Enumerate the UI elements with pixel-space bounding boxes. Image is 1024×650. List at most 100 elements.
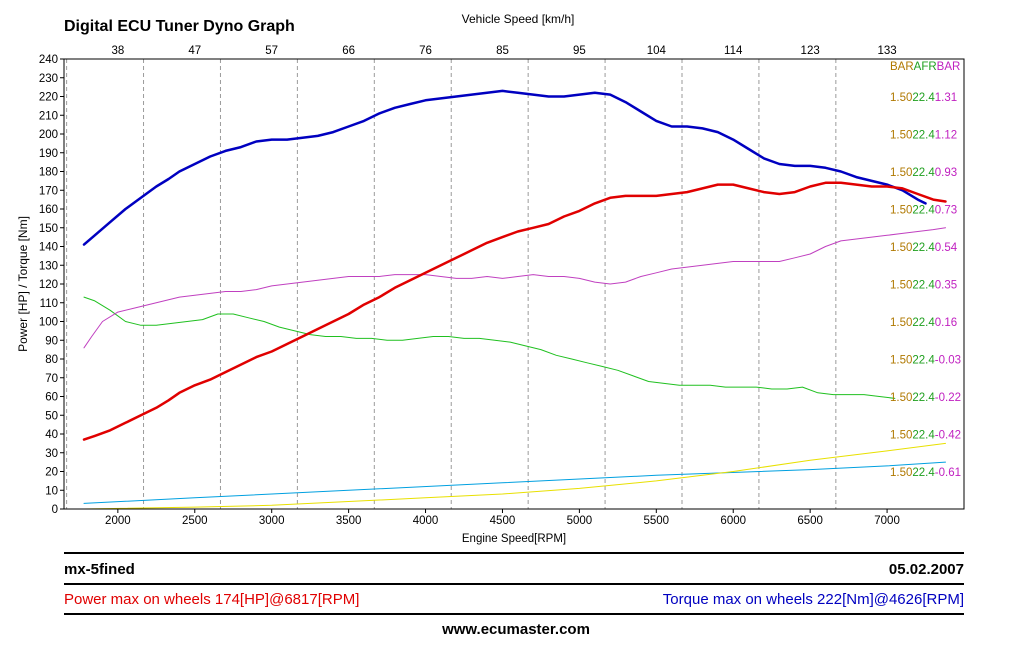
speed-axis-title: Vehicle Speed [km/h] (461, 12, 575, 26)
y-tick-label: 120 (39, 279, 58, 291)
right-label-value: -0.42 (935, 430, 961, 442)
speed-tick-label: 133 (877, 45, 896, 57)
y-tick-label: 60 (45, 392, 58, 404)
right-label-value: 22.4 (912, 430, 935, 442)
y-tick-label: 20 (45, 467, 58, 479)
x-tick-label: 4000 (413, 515, 439, 527)
speed-tick-label: 95 (573, 45, 586, 57)
right-label-value: 1.50 (890, 355, 912, 367)
y-tick-label: 210 (39, 110, 58, 122)
x-axis-label: Engine Speed[RPM] (462, 533, 566, 545)
right-label-value: 0.35 (935, 280, 957, 292)
torque-max-text: Torque max on wheels 222[Nm]@4626[RPM] (662, 591, 964, 608)
speed-tick-label: 38 (111, 45, 124, 57)
x-tick-label: 3000 (259, 515, 285, 527)
right-label-value: 1.50 (890, 92, 912, 104)
y-tick-label: 50 (45, 410, 58, 422)
series (82, 89, 947, 510)
vehicle-name: mx-5fined (64, 561, 135, 578)
y-tick-label: 170 (39, 185, 58, 197)
y-tick-label: 160 (39, 204, 58, 216)
y-tick-label: 150 (39, 223, 58, 235)
x-tick-label: 2000 (105, 515, 131, 527)
plot-frame (63, 58, 965, 510)
series-line-green (83, 296, 896, 399)
right-label-value: AFR (914, 61, 937, 73)
right-label-row: 1.5022.40.73 (890, 205, 957, 217)
right-label-value: -0.61 (935, 467, 961, 479)
right-label-value: BAR (937, 61, 961, 73)
y-tick-label: 30 (45, 448, 58, 460)
right-label-value: 22.4 (912, 467, 935, 479)
x-tick-label: 3500 (336, 515, 362, 527)
y-tick-label: 200 (39, 129, 58, 141)
grid (66, 59, 837, 509)
right-label-value: 1.50 (890, 317, 912, 329)
divider-middle (64, 583, 964, 585)
right-labels: BARAFRBAR1.5022.41.311.5022.41.121.5022.… (890, 61, 961, 479)
y-tick-label: 240 (39, 54, 58, 66)
speed-tick-label: 57 (265, 45, 278, 57)
right-label-value: 22.4 (912, 92, 935, 104)
right-label-row: 1.5022.40.35 (890, 280, 957, 292)
right-label-value: 0.73 (935, 205, 957, 217)
right-label-row: BARAFRBAR (890, 61, 960, 73)
speed-tick-label: 123 (801, 45, 820, 57)
speed-tick-label: 47 (188, 45, 201, 57)
right-label-value: 1.50 (890, 392, 912, 404)
y-tick-label: 10 (45, 485, 58, 497)
right-label-value: 0.16 (935, 317, 957, 329)
y-axis-label: Power [HP] / Torque [Nm] (16, 216, 30, 352)
x-tick-label: 4500 (490, 515, 516, 527)
speed-tick-label: 66 (342, 45, 355, 57)
speed-tick-label: 114 (724, 45, 743, 57)
right-label-value: -0.03 (935, 355, 961, 367)
divider-bottom (64, 613, 964, 615)
right-label-value: 1.31 (935, 92, 957, 104)
right-label-value: 22.4 (912, 392, 935, 404)
right-label-value: 22.4 (912, 205, 935, 217)
speed-tick-label: 85 (496, 45, 509, 57)
right-label-value: 1.50 (890, 167, 912, 179)
right-label-row: 1.5022.4-0.42 (890, 430, 961, 442)
test-date: 05.02.2007 (888, 561, 964, 578)
y-tick-label: 40 (45, 429, 58, 441)
y-tick-label: 190 (39, 148, 58, 160)
right-label-row: 1.5022.4-0.22 (890, 392, 961, 404)
y-tick-label: 70 (45, 373, 58, 385)
divider-top (64, 552, 964, 554)
right-label-value: 22.4 (912, 355, 935, 367)
y-tick-label: 110 (40, 298, 58, 310)
right-label-value: 1.50 (890, 280, 912, 292)
y-tick-label: 0 (52, 504, 58, 516)
right-label-value: 22.4 (912, 167, 935, 179)
right-label-value: 22.4 (912, 317, 935, 329)
right-label-value: 22.4 (912, 280, 935, 292)
y-tick-label: 130 (39, 260, 58, 272)
y-tick-label: 140 (39, 242, 58, 254)
x-tick-label: 7000 (874, 515, 900, 527)
website-link[interactable]: www.ecumaster.com (442, 621, 590, 638)
y-tick-label: 80 (45, 354, 58, 366)
right-label-value: 0.54 (935, 242, 958, 254)
series-line-torque-nm (82, 89, 927, 246)
series-line-magenta (83, 227, 946, 349)
x-tick-label: 6500 (797, 515, 823, 527)
x-tick-label: 2500 (182, 515, 208, 527)
right-label-value: -0.22 (935, 392, 961, 404)
x-tick-label: 5500 (644, 515, 670, 527)
x-tick-label: 6000 (720, 515, 746, 527)
power-max-text: Power max on wheels 174[HP]@6817[RPM] (64, 591, 360, 608)
right-label-value: 1.50 (890, 467, 912, 479)
chart-title: Digital ECU Tuner Dyno Graph (64, 18, 295, 35)
series-line-yellow (83, 442, 946, 510)
right-label-row: 1.5022.4-0.03 (890, 355, 961, 367)
speed-tick-label: 104 (647, 45, 667, 57)
right-label-value: 1.50 (890, 242, 912, 254)
right-label-value: 22.4 (912, 242, 935, 254)
right-label-value: 1.12 (935, 130, 957, 142)
right-label-row: 1.5022.41.31 (890, 92, 957, 104)
right-label-row: 1.5022.40.54 (890, 242, 958, 254)
